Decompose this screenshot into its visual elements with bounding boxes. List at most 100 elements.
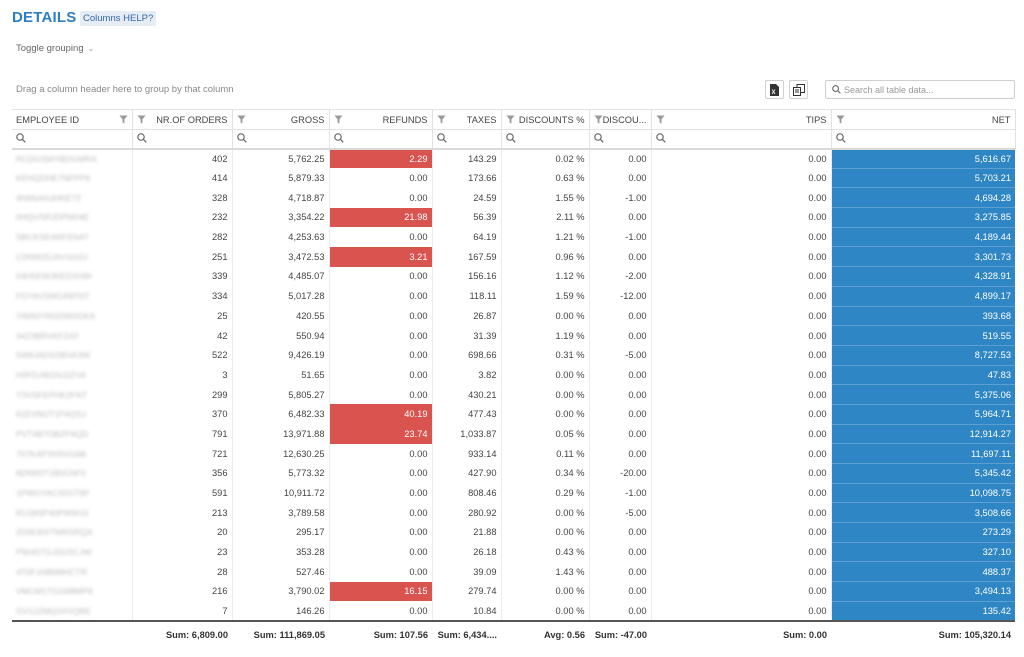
column-header-discounts-pct[interactable]: DISCOUNTS % (501, 109, 590, 130)
cell-employee-id: 707KAP3XRVG6B (12, 443, 133, 464)
table-row[interactable]: PW4STGJ0GSCJW 23 353.28 0.00 26.18 0.43 % 0.00… (12, 542, 1015, 563)
cell-net: 5,375.06 (831, 384, 1015, 405)
table-row[interactable]: RCDGSMYBDGMRA 402 5,762.25 2.29 143.29 0.02 %… (12, 148, 1015, 169)
filter-cell-taxes[interactable] (432, 129, 502, 150)
cell-nr-of-orders: 3 (132, 365, 233, 385)
column-header-discounts[interactable]: DISCOU... (589, 109, 652, 130)
table-row[interactable]: 707KAP3XRVG6B 721 12,630.25 0.00 933.14 0.11 … (12, 443, 1015, 464)
search-icon (835, 132, 846, 145)
table-row[interactable]: 4N6NAHJHKE72 328 4,718.87 0.00 24.59 1.55 % -1… (12, 187, 1015, 209)
table-row[interactable]: C0NW25JAYGG0J 251 3,472.53 3.21 167.59 0.96 %… (12, 246, 1015, 268)
table-row[interactable]: FDY6VSWGR8T6T 334 5,017.28 0.00 118.11 1.59 %… (12, 286, 1015, 307)
cell-discounts: 0.00 (589, 443, 652, 464)
cell-employee-id: PVT4B7OBZP4QD (12, 424, 133, 444)
cell-employee-id: H0FDJW1NJ2ZV6 (12, 365, 133, 385)
column-header-net[interactable]: NET (831, 109, 1016, 130)
filter-funnel-icon[interactable] (655, 115, 665, 126)
filter-cell-tips[interactable] (651, 129, 832, 150)
filter-funnel-icon[interactable] (118, 115, 128, 126)
filter-cell-discounts-pct[interactable] (501, 129, 590, 150)
column-chooser-icon (793, 84, 805, 96)
column-header-taxes[interactable]: TAXES (432, 109, 502, 130)
cell-taxes: 427.90 (432, 463, 502, 484)
column-chooser-button[interactable] (789, 80, 808, 99)
cell-gross: 4,253.63 (232, 227, 330, 247)
table-row[interactable]: GV12ZMQ3XVQBE 7 146.26 0.00 10.84 0.00 % 0.00 0… (12, 601, 1015, 622)
filter-funnel-icon[interactable] (835, 115, 845, 126)
table-row[interactable]: YWA0YRGDW0GKA 25 420.55 0.00 26.87 0.00 % 0.00… (12, 306, 1015, 327)
cell-tips: 0.00 (651, 561, 832, 582)
table-row[interactable]: SBCKSEARFEN47 282 4,253.63 0.00 64.19 1.21 % -… (12, 227, 1015, 248)
cell-nr-of-orders: 232 (132, 207, 233, 228)
column-header-employee-id[interactable]: EMPLOYEE ID (12, 109, 133, 130)
cell-employee-id: 4T0FJABM9HCTR (12, 561, 133, 582)
table-row[interactable]: 0HQVSRJDPM04E 232 3,354.22 21.98 56.39 2.11 %… (12, 207, 1015, 228)
cell-tips: 0.00 (651, 404, 832, 425)
table-row[interactable]: H0FDJW1NJ2ZV6 3 51.65 0.00 3.82 0.00 % 0.00 0.0… (12, 365, 1015, 386)
cell-net: 4,899.17 (831, 286, 1015, 307)
cell-gross: 6,482.33 (232, 404, 330, 425)
column-header-gross[interactable]: GROSS (232, 109, 330, 130)
table-row[interactable]: R1S9SP40PWWJ2 213 3,789.58 0.00 280.92 0.00 %… (12, 502, 1015, 524)
filter-cell-employee-id[interactable] (12, 129, 133, 150)
cell-nr-of-orders: 23 (132, 542, 233, 562)
column-header-nr-of-orders[interactable]: NR.OF ORDERS (132, 109, 233, 130)
table-row[interactable]: 5W8JADSSBVA3W 522 9,426.19 0.00 698.66 0.31 %… (12, 345, 1015, 366)
excel-export-button[interactable]: X (765, 80, 784, 99)
filter-cell-refunds[interactable] (329, 129, 433, 150)
filter-funnel-icon[interactable] (333, 115, 343, 126)
cell-nr-of-orders: 42 (132, 325, 233, 346)
filter-cell-gross[interactable] (232, 129, 330, 150)
table-row[interactable]: PVT4B7OBZP4QD 791 13,971.88 23.74 1,033.87 0.… (12, 424, 1015, 445)
filter-funnel-icon[interactable] (136, 115, 146, 126)
filter-cell-nr-of-orders[interactable] (132, 129, 233, 150)
cell-taxes: 56.39 (432, 207, 502, 228)
table-row[interactable]: 04H5EWJKEDXHW 339 4,485.07 0.00 156.16 1.12 %… (12, 266, 1015, 287)
table-row[interactable]: 8DN9ST1B0CNF0 356 5,773.32 0.00 427.90 0.34 %… (12, 463, 1015, 484)
cell-discounts-pct: 2.11 % (501, 207, 590, 228)
svg-text:X: X (772, 90, 776, 96)
toggle-grouping-button[interactable]: Toggle grouping ⌄ (16, 43, 94, 54)
cell-gross: 13,971.88 (232, 424, 330, 444)
filter-cell-discounts[interactable] (589, 129, 652, 150)
column-header-label: EMPLOYEE ID (16, 114, 80, 125)
cell-nr-of-orders: 339 (132, 266, 233, 287)
cell-refunds: 16.15 (329, 581, 433, 602)
cell-tips: 0.00 (651, 424, 832, 444)
details-grid: EMPLOYEE ID NR.OF ORDERS GROSS REFUNDS TAXES… (12, 109, 1016, 648)
column-header-label: GROSS (290, 114, 325, 125)
page-title: DETAILS (12, 9, 77, 26)
table-row[interactable]: 1PWGYAC32GT6P 591 10,911.72 0.00 808.46 0.29 … (12, 483, 1015, 504)
cell-nr-of-orders: 356 (132, 463, 233, 484)
cell-discounts: 0.00 (589, 561, 652, 582)
cell-tips: 0.00 (651, 365, 832, 385)
search-input[interactable] (844, 83, 1012, 97)
filter-cell-net[interactable] (831, 129, 1016, 150)
table-row[interactable]: Y3VSFEPHK2FNT 299 5,805.27 0.00 430.21 0.00 %… (12, 384, 1015, 405)
filter-funnel-icon[interactable] (505, 115, 515, 126)
cell-nr-of-orders: 213 (132, 502, 233, 523)
cell-nr-of-orders: 25 (132, 306, 233, 326)
table-row[interactable]: ZDWJ6XTMRSRQA 20 295.17 0.00 21.88 0.00 % 0.00… (12, 522, 1015, 543)
cell-nr-of-orders: 7 (132, 601, 233, 621)
column-header-tips[interactable]: TIPS (651, 109, 832, 130)
cell-employee-id: 34Z3BRVKFZAY (12, 325, 133, 346)
table-row[interactable]: 34Z3BRVKFZAY 42 550.94 0.00 31.39 1.19 % 0.00 0… (12, 325, 1015, 346)
columns-help-button[interactable]: Columns HELP? (80, 11, 157, 26)
filter-funnel-icon[interactable] (593, 115, 603, 126)
table-row[interactable]: 4T0FJABM9HCTR 28 527.46 0.00 39.09 1.43 % 0.00… (12, 561, 1015, 583)
table-row[interactable]: 61EVNUT1P4QSJ 370 6,482.33 40.19 477.43 0.00 … (12, 404, 1015, 425)
cell-taxes: 64.19 (432, 227, 502, 247)
cell-taxes: 280.92 (432, 502, 502, 523)
table-row[interactable]: KEHQDHE7NFPP6 414 5,879.33 0.00 173.66 0.63 %… (12, 168, 1015, 189)
search-all-box[interactable] (825, 80, 1015, 99)
cell-discounts-pct: 0.11 % (501, 443, 590, 464)
column-header-label: DISCOUNTS % (518, 114, 585, 125)
filter-funnel-icon[interactable] (236, 115, 246, 126)
filter-funnel-icon[interactable] (436, 115, 446, 126)
cell-nr-of-orders: 370 (132, 404, 233, 425)
table-row[interactable]: VMCM1TG1M8MP8 216 3,790.02 16.15 279.74 0.00 … (12, 581, 1015, 602)
cell-refunds: 40.19 (329, 404, 433, 425)
column-header-refunds[interactable]: REFUNDS (329, 109, 433, 130)
cell-discounts-pct: 1.19 % (501, 325, 590, 346)
